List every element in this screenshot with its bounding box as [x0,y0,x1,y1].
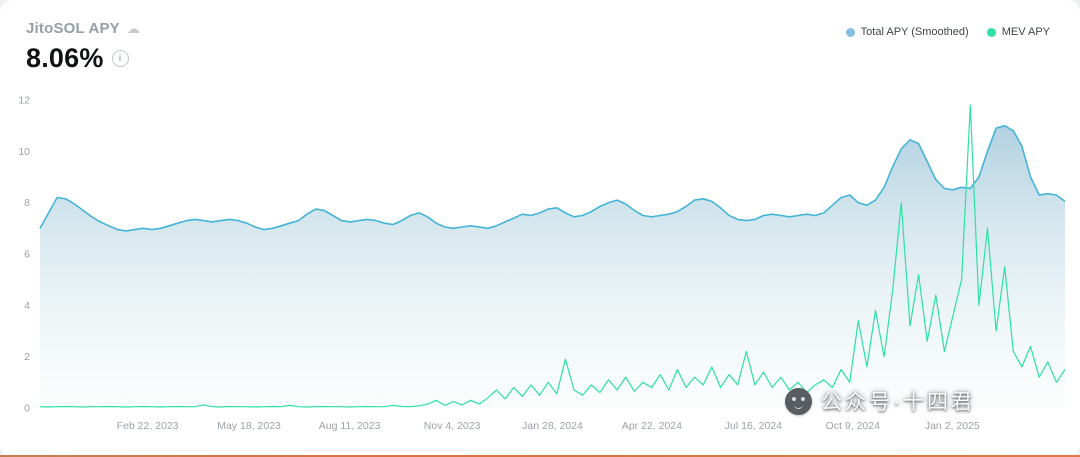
apy-value: 8.06% [26,43,104,73]
x-tick-label: Jul 16, 2024 [725,420,782,432]
y-tick-label: 4 [24,300,30,312]
y-tick-label: 12 [18,95,30,107]
y-tick-label: 10 [18,146,30,158]
x-tick-label: Apr 22, 2024 [622,420,682,432]
bottom-accent-bar [0,455,1080,457]
legend-dot-total-apy-icon [845,27,855,37]
y-tick-label: 0 [24,403,30,415]
legend-item-mev-apy[interactable]: MEV APY [986,26,1050,38]
series-line-mev-apy [39,104,1066,408]
legend-dot-mev-apy-icon [986,27,996,37]
info-icon[interactable]: i [111,50,129,67]
x-tick-label: Feb 22, 2023 [117,420,179,432]
legend-label-mev-apy: MEV APY [1001,26,1050,38]
x-tick-label: Oct 9, 2024 [826,420,880,432]
cloud-icon[interactable]: ☁ [126,20,141,36]
y-tick-label: 2 [24,351,30,363]
chart-header: JitoSOL APY ☁ 8.06% i [26,20,140,74]
legend-label-total-apy: Total APY (Smoothed) [860,26,969,38]
chart-legend: Total APY (Smoothed) MEV APY [845,26,1050,38]
series-line-total-apy-smoothed- [39,124,1066,232]
apy-area-chart[interactable]: 0 2 4 6 8 10 12 Feb 22, 2023 May 18, 2023 Aug 11,… [0,90,1080,440]
series-area-total-apy-smoothed- [40,125,1065,408]
legend-item-total-apy[interactable]: Total APY (Smoothed) [845,26,969,38]
x-tick-label: Aug 11, 2023 [319,420,381,432]
y-tick-label: 8 [24,197,30,209]
x-tick-label: Nov 4, 2023 [424,420,481,432]
x-tick-label: Jan 2, 2025 [925,420,980,432]
x-tick-label: Jan 28, 2024 [522,420,583,432]
y-tick-label: 6 [24,249,30,261]
x-tick-label: May 18, 2023 [217,420,281,432]
chart-title: JitoSOL APY [26,20,120,37]
